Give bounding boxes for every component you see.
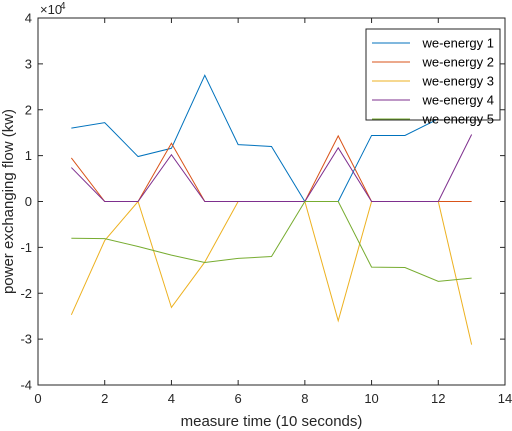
- legend-label-we-energy-1: we-energy 1: [421, 36, 494, 51]
- series-line-we-energy-3: [304, 201, 373, 323]
- x-tick-label: 10: [364, 391, 378, 406]
- y-axis-ticks: -4 -3 -2 -1 0 1 2 3 4: [20, 11, 505, 393]
- series-line-we-energy-3: [437, 201, 473, 345]
- x-tick-label: 12: [431, 391, 445, 406]
- y-tick-label: 4: [25, 11, 32, 26]
- legend-label-we-energy-2: we-energy 2: [421, 55, 494, 70]
- series-line-we-energy-3: [70, 200, 239, 316]
- x-tick-label: 0: [34, 391, 41, 406]
- y-tick-label: 2: [25, 102, 32, 117]
- x-tick-label: 6: [235, 391, 242, 406]
- x-tick-label: 8: [301, 391, 308, 406]
- x-tick-label: 14: [498, 391, 512, 406]
- y-tick-label: 3: [25, 56, 32, 71]
- y-tick-label: -3: [20, 332, 32, 347]
- y-axis-exponent-power: 4: [60, 1, 66, 12]
- series-layer: [70, 74, 473, 345]
- legend-box: [365, 28, 501, 121]
- legend-label-we-energy-3: we-energy 3: [421, 74, 494, 89]
- y-tick-label: 1: [25, 148, 32, 163]
- y-tick-label: -4: [20, 378, 32, 393]
- x-tick-label: 2: [101, 391, 108, 406]
- y-tick-label: -2: [20, 286, 32, 301]
- x-axis-ticks: 0 2 4 6 8 10 12 14: [34, 18, 512, 406]
- legend-label-we-energy-4: we-energy 4: [421, 93, 494, 108]
- legend-items: we-energy 1 we-energy 2 we-energy 3 we-ener…: [372, 36, 494, 127]
- x-axis-title: measure time (10 seconds): [181, 413, 363, 430]
- y-tick-label: -1: [20, 240, 32, 255]
- legend-label-we-energy-5: we-energy 5: [421, 112, 494, 127]
- y-axis-exponent-base: ×10: [40, 2, 62, 17]
- series-line-we-energy-5: [71, 201, 472, 282]
- series-line-we-energy-1: [71, 74, 472, 202]
- series-line-we-energy-4: [71, 134, 473, 202]
- x-tick-label: 4: [168, 391, 175, 406]
- y-tick-label: 0: [25, 194, 32, 209]
- legend: we-energy 1 we-energy 2 we-energy 3 we-ener…: [365, 28, 501, 127]
- y-axis-title: power exchanging flow (kw): [0, 109, 17, 294]
